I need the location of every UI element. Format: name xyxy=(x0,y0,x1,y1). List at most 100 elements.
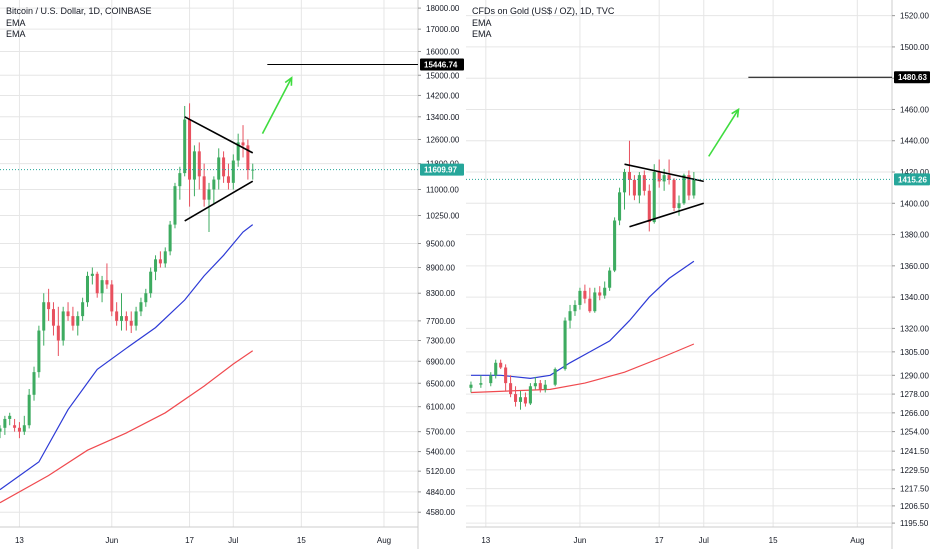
gold-candle xyxy=(469,381,473,393)
btc-candle-body xyxy=(66,311,70,317)
gold-candle xyxy=(499,359,503,370)
btc-current-price-bg xyxy=(420,163,464,176)
btc-candle xyxy=(134,306,138,331)
btc-y-tick-label: 16000.00 xyxy=(426,47,460,56)
btc-y-tick-label: 18000.00 xyxy=(426,4,460,13)
gold-candle-body xyxy=(647,190,651,223)
gold-target-level-label: 1480.63 xyxy=(894,71,930,84)
gold-candle-body xyxy=(469,384,473,388)
btc-legend-ema-2: EMA xyxy=(6,29,26,39)
gold-candle xyxy=(479,375,483,388)
btc-candle-body xyxy=(95,273,99,294)
gold-candle-body xyxy=(632,179,636,196)
gold-candle-body xyxy=(563,320,567,370)
gold-arrow-shaft xyxy=(708,109,740,157)
gold-candle xyxy=(494,359,498,379)
btc-candle-body xyxy=(149,271,153,294)
btc-candle xyxy=(246,139,250,180)
btc-candle-body xyxy=(22,425,26,432)
gold-y-ticks: 1520.001500.001480.001460.001440.001420.… xyxy=(892,12,929,528)
btc-y-tick-label: 13400.00 xyxy=(426,113,460,122)
gold-candle-body xyxy=(657,172,661,182)
gold-candle xyxy=(657,159,661,188)
btc-bullish-arrow[interactable] xyxy=(261,76,293,135)
btc-x-tick-label: Jun xyxy=(105,536,118,545)
gold-candle-body xyxy=(627,172,632,180)
gold-candle-body xyxy=(504,367,508,384)
gold-candle xyxy=(692,172,696,199)
btc-candle-body xyxy=(163,251,167,264)
gold-candle xyxy=(642,170,646,196)
gold-trendline-upper[interactable] xyxy=(624,163,704,183)
btc-candle-body xyxy=(197,151,201,177)
gold-y-tick-label: 1206.50 xyxy=(900,502,929,511)
btc-candle xyxy=(105,263,109,289)
gold-y-tick-label: 1278.00 xyxy=(900,390,929,399)
btc-trendline-upper[interactable] xyxy=(184,116,254,154)
btc-y-tick-label: 4580.00 xyxy=(426,508,455,517)
gold-candle xyxy=(627,140,632,196)
btc-candle-body xyxy=(42,302,46,331)
gold-candle xyxy=(588,287,592,313)
btc-y-tick-label: 15000.00 xyxy=(426,71,460,80)
btc-candle xyxy=(81,297,85,321)
gold-candle xyxy=(613,217,617,273)
btc-candle-body xyxy=(217,157,221,180)
btc-chart-title: Bitcoin / U.S. Dollar, 1D, COINBASE xyxy=(6,6,152,16)
btc-candle-body xyxy=(158,259,162,264)
gold-candle-body xyxy=(489,375,493,384)
gold-bullish-arrow[interactable] xyxy=(708,107,740,157)
gold-candle-body xyxy=(667,175,671,180)
gold-candle xyxy=(513,386,518,407)
gold-candle-body xyxy=(543,384,547,390)
btc-y-tick-label: 5400.00 xyxy=(426,448,455,457)
btc-candle-body xyxy=(0,428,2,432)
btc-candle-body xyxy=(241,142,245,146)
gold-y-tick-label: 1520.00 xyxy=(900,12,929,21)
btc-y-tick-label: 6100.00 xyxy=(426,403,455,412)
btc-legend: Bitcoin / U.S. Dollar, 1D, COINBASE EMAEM… xyxy=(6,6,152,39)
btc-candle xyxy=(85,271,89,307)
btc-candle xyxy=(231,154,235,190)
btc-y-tick-label: 8300.00 xyxy=(426,289,455,298)
btc-candle xyxy=(32,366,36,401)
btc-candle-body xyxy=(231,160,235,183)
btc-trendline-lower[interactable] xyxy=(184,180,254,222)
gold-y-tick-label: 1254.00 xyxy=(900,428,929,437)
btc-candle xyxy=(0,425,2,439)
gold-chart-panel[interactable]: 1520.001500.001480.001460.001440.001420.… xyxy=(466,0,930,549)
gold-trendline-lower[interactable] xyxy=(629,202,705,228)
btc-candle xyxy=(8,412,12,426)
btc-y-tick-label: 8900.00 xyxy=(426,264,455,273)
btc-candle xyxy=(129,311,133,334)
btc-candle-body xyxy=(13,425,17,428)
gold-candle-body xyxy=(677,203,681,208)
gold-y-tick-label: 1360.00 xyxy=(900,262,929,271)
btc-candle-body xyxy=(202,176,206,200)
btc-candle-body xyxy=(246,145,250,170)
btc-candle xyxy=(163,247,167,268)
gold-y-tick-label: 1420.00 xyxy=(900,168,929,177)
gold-candle xyxy=(528,383,532,406)
btc-candle-body xyxy=(144,293,148,303)
btc-candle xyxy=(56,306,60,356)
btc-arrow-shaft xyxy=(261,77,293,135)
btc-candle xyxy=(217,148,221,190)
gold-candle xyxy=(652,164,656,224)
gold-x-tick-label: Jul xyxy=(699,536,709,545)
btc-candle xyxy=(154,255,158,281)
btc-candle xyxy=(71,306,75,331)
gold-chart-title: CFDs on Gold (US$ / OZ), 1D, TVC xyxy=(472,6,615,16)
gold-x-tick-label: 15 xyxy=(769,536,778,545)
gold-candle-body xyxy=(588,298,592,312)
btc-candle xyxy=(90,267,94,285)
gold-current-price-label: 1415.26 xyxy=(894,173,930,186)
gold-x-tick-label: Jun xyxy=(573,536,586,545)
btc-y-tick-label: 5700.00 xyxy=(426,428,455,437)
gold-candle xyxy=(518,390,523,410)
btc-candle xyxy=(202,163,206,207)
btc-candle xyxy=(17,422,21,439)
bitcoin-chart-panel[interactable]: 18000.00 17000.00 16000.00 15000.00 14200.00… xyxy=(0,0,464,549)
btc-ema-long-line xyxy=(0,350,254,504)
